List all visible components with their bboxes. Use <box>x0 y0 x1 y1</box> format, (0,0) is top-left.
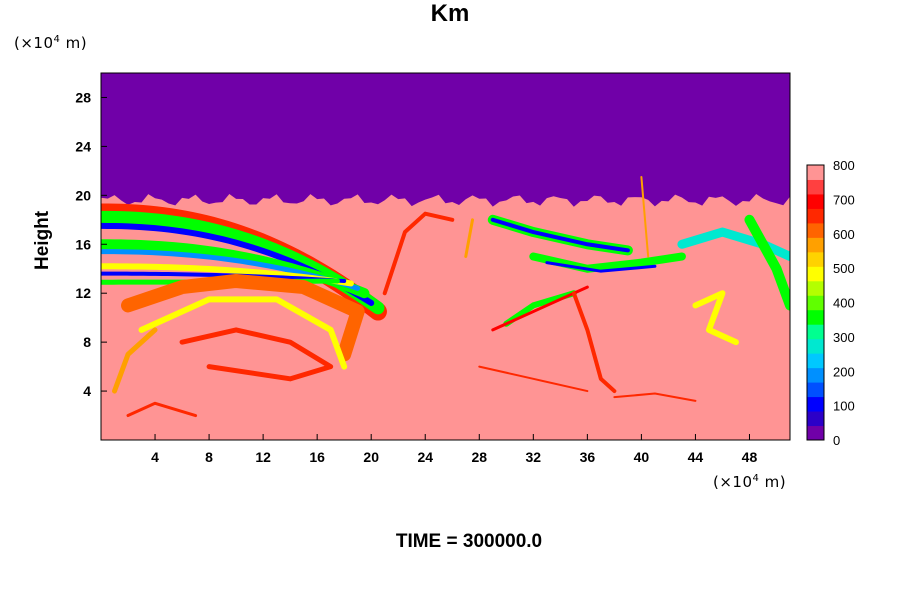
y-axis-label: Height <box>32 210 53 270</box>
heatmap-field <box>101 73 790 440</box>
colorbar-tick-label: 300 <box>833 330 855 345</box>
x-tick-label: 24 <box>417 449 433 465</box>
chart-title: Km <box>430 0 470 27</box>
warm-band <box>126 401 198 418</box>
right-band <box>478 365 589 393</box>
arc-band <box>101 271 347 283</box>
y-tick-label: 8 <box>83 334 91 350</box>
y-tick-label: 20 <box>75 187 91 203</box>
right-band <box>744 214 790 311</box>
colorbar-segment <box>807 222 824 238</box>
x-axis-unit: (×104 m) <box>713 473 787 491</box>
x-tick-label: 12 <box>255 449 271 465</box>
mid-band <box>464 218 475 258</box>
colorbar-segment <box>807 237 824 253</box>
right-band <box>677 227 790 261</box>
colorbar-frame <box>806 164 825 441</box>
colorbar-segment <box>807 396 824 412</box>
right-band <box>692 290 739 346</box>
x-tick-label: 16 <box>309 449 325 465</box>
warm-band <box>112 327 158 394</box>
y-tick-label: 16 <box>75 236 91 252</box>
colorbar-segment <box>807 382 824 398</box>
x-tick-label: 36 <box>580 449 596 465</box>
right-band <box>529 252 686 273</box>
colorbar-segment <box>807 411 824 427</box>
colorbar-segment <box>807 338 824 354</box>
y-tick-label: 28 <box>75 89 91 105</box>
colorbar-segment <box>807 208 824 224</box>
colorbar-segment <box>807 193 824 209</box>
x-tick-label: 8 <box>205 449 213 465</box>
colorbar-segment <box>807 324 824 340</box>
right-band <box>640 175 650 258</box>
right-band <box>571 291 617 394</box>
x-tick-label: 32 <box>526 449 542 465</box>
right-band <box>490 217 630 253</box>
colorbar-tick-label: 500 <box>833 261 855 276</box>
x-tick-label: 40 <box>634 449 650 465</box>
colorbar: 0 100 200 300 400 500 600 700 800 <box>806 158 855 448</box>
colorbar-tick-label: 400 <box>833 296 855 311</box>
warm-band <box>138 296 348 370</box>
right-band <box>503 290 577 327</box>
right-band <box>613 392 697 402</box>
zero-region <box>101 73 790 207</box>
x-tick-label: 44 <box>688 449 704 465</box>
warm-band <box>179 327 334 382</box>
x-tick-label: 4 <box>151 449 159 465</box>
colorbar-tick-label: 800 <box>833 158 855 173</box>
y-tick-label: 12 <box>75 285 91 301</box>
x-tick-label: 20 <box>363 449 379 465</box>
colorbar-tick-label: 200 <box>833 364 855 379</box>
colorbar-segment <box>807 353 824 369</box>
warm-band <box>121 273 365 362</box>
y-tick-label: 4 <box>83 383 91 399</box>
colorbar-segment <box>807 266 824 282</box>
colorbar-tick-label: 100 <box>833 399 855 414</box>
y-axis-unit: (×104 m) <box>14 34 88 52</box>
colorbar-segment <box>807 309 824 325</box>
y-axis: 4 8 12 16 20 24 28 <box>75 89 107 399</box>
x-tick-label: 28 <box>471 449 487 465</box>
colorbar-segment <box>807 295 824 311</box>
x-tick-label: 48 <box>742 449 758 465</box>
colorbar-segment <box>807 280 824 296</box>
time-label: TIME = 300000.0 <box>395 531 543 552</box>
colorbar-segment <box>807 367 824 383</box>
plot-frame <box>100 72 791 441</box>
y-tick-label: 24 <box>75 138 91 154</box>
right-band <box>545 261 657 273</box>
colorbar-tick-label: 600 <box>833 227 855 242</box>
colorbar-segment <box>807 425 824 441</box>
colorbar-segment <box>807 251 824 267</box>
x-axis: 4 8 12 16 20 24 28 32 36 40 44 48 <box>151 434 757 465</box>
colorbar-tick-label: 0 <box>833 433 840 448</box>
colorbar-tick-label: 700 <box>833 192 855 207</box>
colorbar-segment <box>807 179 824 195</box>
mid-band <box>382 211 455 296</box>
colorbar-segment <box>807 165 824 180</box>
